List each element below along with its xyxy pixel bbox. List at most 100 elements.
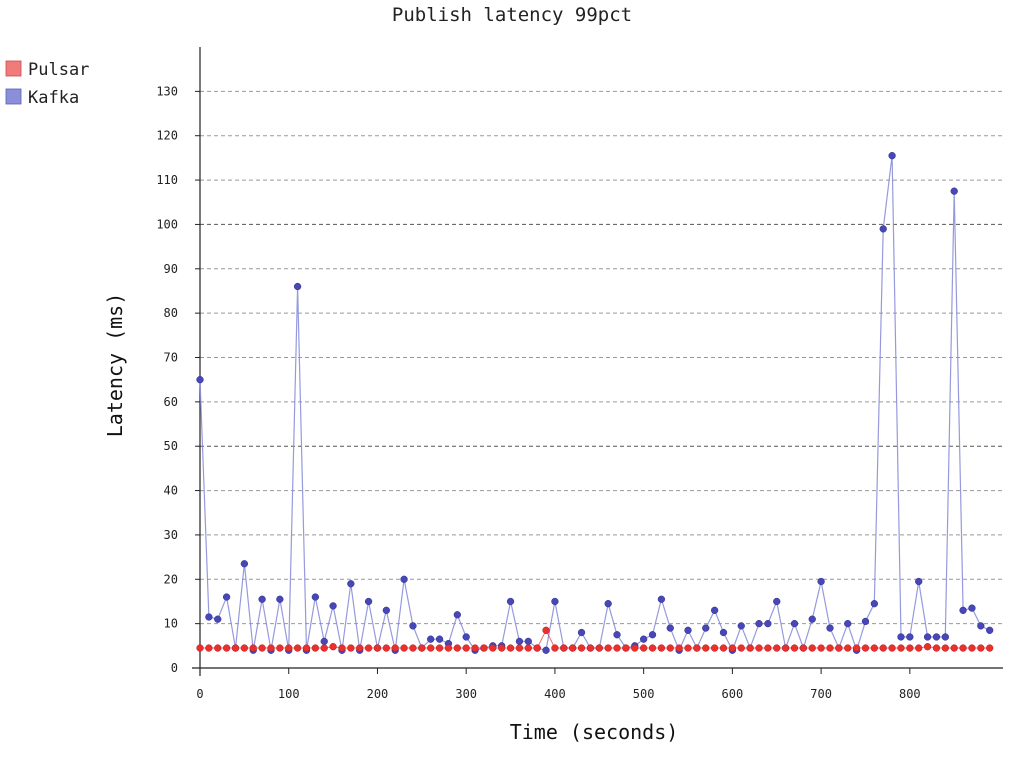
x-tick-label-700: 700 bbox=[810, 687, 832, 701]
legend-swatch-pulsar bbox=[5, 60, 22, 77]
point-pulsar-220 bbox=[391, 644, 399, 652]
point-pulsar-340 bbox=[498, 644, 506, 652]
x-tick-label-100: 100 bbox=[278, 687, 300, 701]
point-pulsar-120 bbox=[302, 644, 311, 652]
point-kafka-90 bbox=[276, 595, 284, 603]
point-pulsar-820 bbox=[923, 643, 932, 651]
point-kafka-840 bbox=[941, 633, 949, 641]
point-pulsar-280 bbox=[444, 644, 453, 652]
point-kafka-10 bbox=[205, 613, 213, 621]
point-pulsar-310 bbox=[471, 644, 479, 652]
point-pulsar-700 bbox=[817, 644, 825, 652]
point-pulsar-630 bbox=[755, 644, 763, 652]
point-kafka-670 bbox=[790, 619, 799, 628]
point-kafka-230 bbox=[400, 575, 408, 583]
y-axis-label: Latency (ms) bbox=[103, 293, 127, 438]
point-kafka-140 bbox=[320, 637, 328, 646]
point-pulsar-520 bbox=[657, 644, 666, 652]
point-kafka-130 bbox=[311, 593, 319, 601]
point-kafka-730 bbox=[844, 619, 852, 628]
point-kafka-610 bbox=[737, 622, 745, 630]
point-kafka-850 bbox=[950, 187, 958, 195]
point-pulsar-350 bbox=[506, 644, 515, 652]
point-kafka-630 bbox=[755, 619, 763, 628]
point-pulsar-460 bbox=[604, 644, 612, 652]
point-pulsar-70 bbox=[258, 644, 266, 652]
point-kafka-570 bbox=[702, 624, 710, 632]
point-pulsar-800 bbox=[906, 644, 914, 652]
point-kafka-500 bbox=[640, 635, 648, 643]
point-kafka-700 bbox=[817, 577, 825, 586]
point-pulsar-100 bbox=[285, 644, 293, 652]
x-tick-labels: 0 100 200 300 400 500 600 700 800 bbox=[196, 668, 921, 701]
grid-lines bbox=[200, 90, 1003, 625]
y-tick-label-120: 120 bbox=[156, 129, 178, 143]
point-pulsar-290 bbox=[453, 644, 461, 652]
point-kafka-290 bbox=[453, 611, 461, 619]
point-pulsar-10 bbox=[205, 644, 213, 652]
point-pulsar-40 bbox=[231, 644, 240, 652]
point-pulsar-450 bbox=[595, 644, 603, 652]
point-kafka-710 bbox=[826, 624, 834, 632]
point-pulsar-90 bbox=[276, 644, 284, 652]
x-axis-label: Time (seconds) bbox=[510, 720, 679, 744]
point-pulsar-510 bbox=[648, 644, 657, 652]
point-kafka-0 bbox=[196, 376, 204, 384]
point-pulsar-60 bbox=[249, 644, 257, 652]
point-pulsar-360 bbox=[515, 644, 524, 652]
point-kafka-510 bbox=[648, 631, 657, 639]
point-kafka-170 bbox=[347, 580, 355, 588]
point-pulsar-840 bbox=[941, 644, 949, 652]
point-pulsar-160 bbox=[338, 644, 346, 652]
point-pulsar-560 bbox=[693, 644, 701, 652]
point-pulsar-620 bbox=[746, 644, 754, 652]
point-kafka-300 bbox=[462, 633, 470, 641]
point-kafka-830 bbox=[932, 633, 941, 641]
point-pulsar-660 bbox=[781, 644, 790, 652]
x-tick-label-800: 800 bbox=[899, 687, 921, 701]
point-pulsar-680 bbox=[799, 644, 808, 652]
point-pulsar-420 bbox=[569, 644, 577, 652]
point-pulsar-250 bbox=[418, 644, 426, 652]
point-pulsar-130 bbox=[311, 644, 319, 652]
point-kafka-50 bbox=[240, 560, 249, 568]
point-kafka-590 bbox=[719, 628, 728, 637]
point-pulsar-140 bbox=[320, 644, 328, 652]
point-pulsar-570 bbox=[702, 644, 710, 652]
point-pulsar-590 bbox=[719, 644, 728, 652]
series-kafka bbox=[196, 152, 994, 654]
point-pulsar-780 bbox=[888, 644, 896, 652]
point-kafka-780 bbox=[888, 152, 896, 160]
point-pulsar-860 bbox=[959, 644, 967, 652]
point-pulsar-890 bbox=[986, 644, 994, 652]
y-tick-labels: 0 10 20 30 40 50 60 70 80 90 100 110 120 130 bbox=[156, 84, 200, 675]
point-pulsar-390 bbox=[542, 626, 550, 634]
y-tick-label-0: 0 bbox=[171, 661, 178, 675]
y-tick-label-60: 60 bbox=[164, 395, 178, 409]
point-kafka-360 bbox=[515, 637, 524, 646]
point-kafka-820 bbox=[923, 633, 932, 641]
point-pulsar-530 bbox=[666, 644, 674, 652]
point-kafka-30 bbox=[222, 593, 231, 601]
point-kafka-860 bbox=[959, 606, 967, 614]
point-kafka-650 bbox=[773, 597, 781, 606]
y-tick-label-30: 30 bbox=[164, 528, 178, 542]
point-pulsar-320 bbox=[480, 644, 488, 652]
point-kafka-870 bbox=[968, 604, 976, 612]
point-kafka-800 bbox=[906, 633, 914, 641]
point-kafka-400 bbox=[551, 597, 559, 606]
y-tick-label-80: 80 bbox=[164, 306, 178, 320]
y-tick-label-90: 90 bbox=[164, 262, 178, 276]
y-tick-label-40: 40 bbox=[164, 484, 178, 498]
y-tick-label-100: 100 bbox=[156, 217, 178, 231]
point-kafka-390 bbox=[542, 646, 550, 654]
legend: Pulsar Kafka bbox=[5, 60, 89, 108]
y-tick-label-10: 10 bbox=[164, 617, 178, 631]
point-pulsar-640 bbox=[764, 644, 772, 652]
point-pulsar-150 bbox=[329, 643, 337, 651]
point-kafka-430 bbox=[577, 628, 586, 637]
series-layer bbox=[196, 152, 994, 654]
point-pulsar-500 bbox=[640, 644, 648, 652]
point-kafka-270 bbox=[435, 635, 444, 643]
point-kafka-240 bbox=[409, 622, 417, 630]
